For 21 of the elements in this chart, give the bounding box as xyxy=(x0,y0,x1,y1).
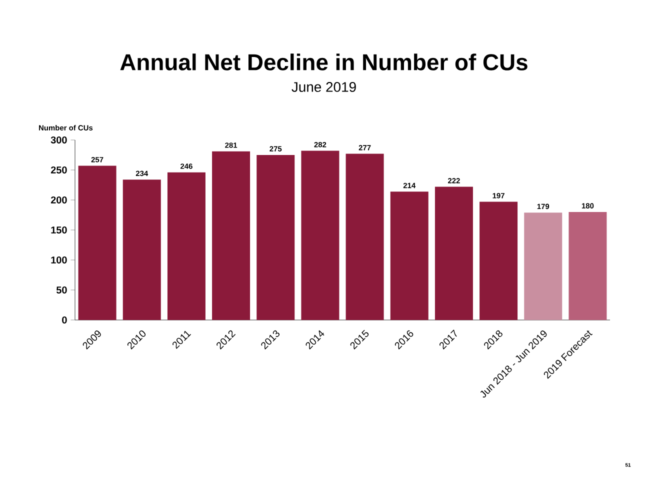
y-tick-label: 50 xyxy=(56,286,67,294)
bar xyxy=(524,212,562,320)
bar xyxy=(301,150,340,320)
bar xyxy=(212,151,250,320)
y-tick-label: 100 xyxy=(51,256,67,264)
y-tick-label: 250 xyxy=(50,166,67,174)
y-tick-label: 150 xyxy=(51,226,67,234)
y-tick-label: 200 xyxy=(50,196,67,204)
bar xyxy=(434,186,473,320)
bar xyxy=(78,166,116,320)
bar xyxy=(256,154,295,320)
y-tick-label: 0 xyxy=(62,316,67,324)
bar xyxy=(390,192,428,320)
bar xyxy=(346,154,384,320)
bar xyxy=(480,202,518,320)
bar xyxy=(167,172,206,320)
chart-subtitle: June 2019 xyxy=(292,82,356,92)
y-tick-label: 300 xyxy=(50,136,67,144)
bar xyxy=(122,180,161,320)
chart-title: Annual Net Decline in Number of CUs xyxy=(120,54,528,70)
bar xyxy=(568,212,607,320)
